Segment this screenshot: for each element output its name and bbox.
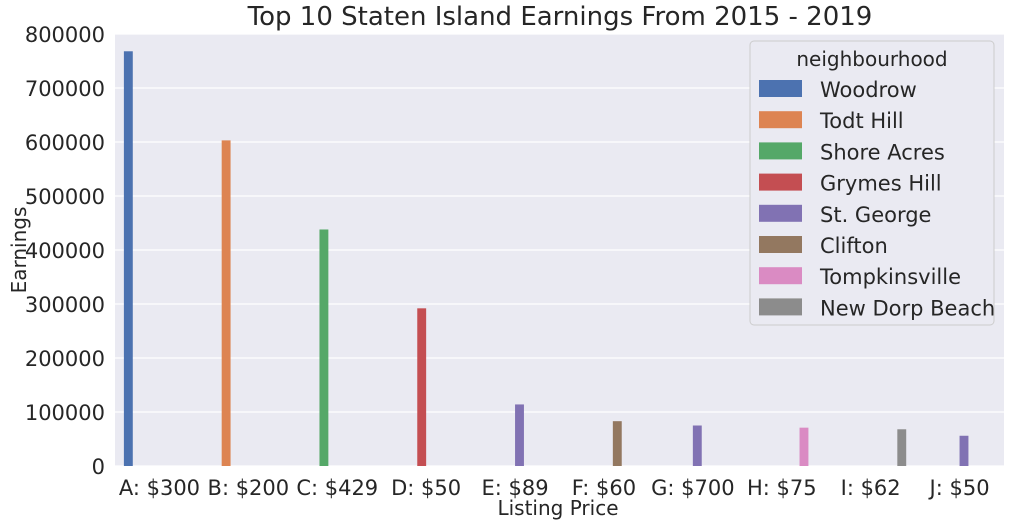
- x-tick-label: D: $50: [391, 476, 461, 500]
- y-tick-label: 100000: [25, 401, 105, 425]
- bar: [897, 429, 907, 466]
- y-tick-label: 500000: [25, 185, 105, 209]
- y-tick-label: 0: [92, 455, 105, 479]
- y-tick-label: 700000: [25, 77, 105, 101]
- x-tick-label: B: $200: [208, 476, 290, 500]
- bar: [221, 140, 231, 466]
- legend-swatch: [759, 236, 802, 253]
- legend-label: Clifton: [820, 234, 888, 258]
- bar: [417, 308, 427, 466]
- x-tick-label: H: $75: [747, 476, 817, 500]
- legend-label: Todt Hill: [819, 109, 904, 133]
- x-tick-label: G: $700: [651, 476, 734, 500]
- bar: [123, 51, 133, 466]
- bar: [319, 229, 329, 466]
- x-tick-label: F: $60: [572, 476, 636, 500]
- x-tick-label: J: $50: [928, 476, 990, 500]
- x-tick-label: C: $429: [296, 476, 378, 500]
- legend-label: Shore Acres: [820, 140, 945, 164]
- x-axis-label: Listing Price: [497, 496, 618, 520]
- y-tick-label: 800000: [25, 23, 105, 47]
- legend-swatch: [759, 173, 802, 191]
- chart-title: Top 10 Staten Island Earnings From 2015 …: [247, 2, 873, 32]
- bar: [799, 427, 809, 466]
- legend-swatch: [759, 80, 802, 97]
- bar: [515, 404, 524, 466]
- bar: [692, 425, 702, 466]
- legend-label: New Dorp Beach: [820, 296, 995, 320]
- legend-swatch: [759, 142, 802, 160]
- x-axis-ticks: A: $300 B: $200 C: $429 D: $50 E: $89 F: $60 G…: [119, 476, 990, 500]
- y-tick-label: 600000: [25, 131, 105, 155]
- legend-label: Tompkinsville: [819, 265, 961, 289]
- x-tick-label: I: $62: [841, 476, 901, 500]
- bars: [123, 51, 969, 466]
- legend-label: Grymes Hill: [820, 172, 942, 196]
- y-axis-label: Earnings: [7, 207, 31, 294]
- legend-label: St. George: [820, 203, 931, 227]
- y-axis-ticks: 0 100000 200000 300000 400000 500000 600000 700…: [25, 23, 105, 479]
- legend-items: Woodrow Todt Hill Shore Acres Grymes Hill St…: [759, 78, 995, 320]
- y-tick-label: 300000: [25, 293, 105, 317]
- legend-label: Woodrow: [820, 78, 917, 102]
- legend-title: neighbourhood: [796, 47, 947, 71]
- bar: [612, 421, 622, 466]
- y-tick-label: 200000: [25, 347, 105, 371]
- y-tick-label: 400000: [25, 239, 105, 263]
- legend-swatch: [759, 267, 802, 285]
- legend-box: [749, 40, 995, 326]
- legend: neighbourhood Woodrow Todt Hill Shore Acre…: [749, 40, 995, 326]
- legend-swatch: [759, 111, 802, 129]
- legend-swatch: [759, 204, 802, 222]
- x-tick-label: A: $300: [119, 476, 200, 500]
- legend-swatch: [759, 298, 802, 316]
- x-tick-label: E: $89: [481, 476, 548, 500]
- bar: [959, 435, 969, 466]
